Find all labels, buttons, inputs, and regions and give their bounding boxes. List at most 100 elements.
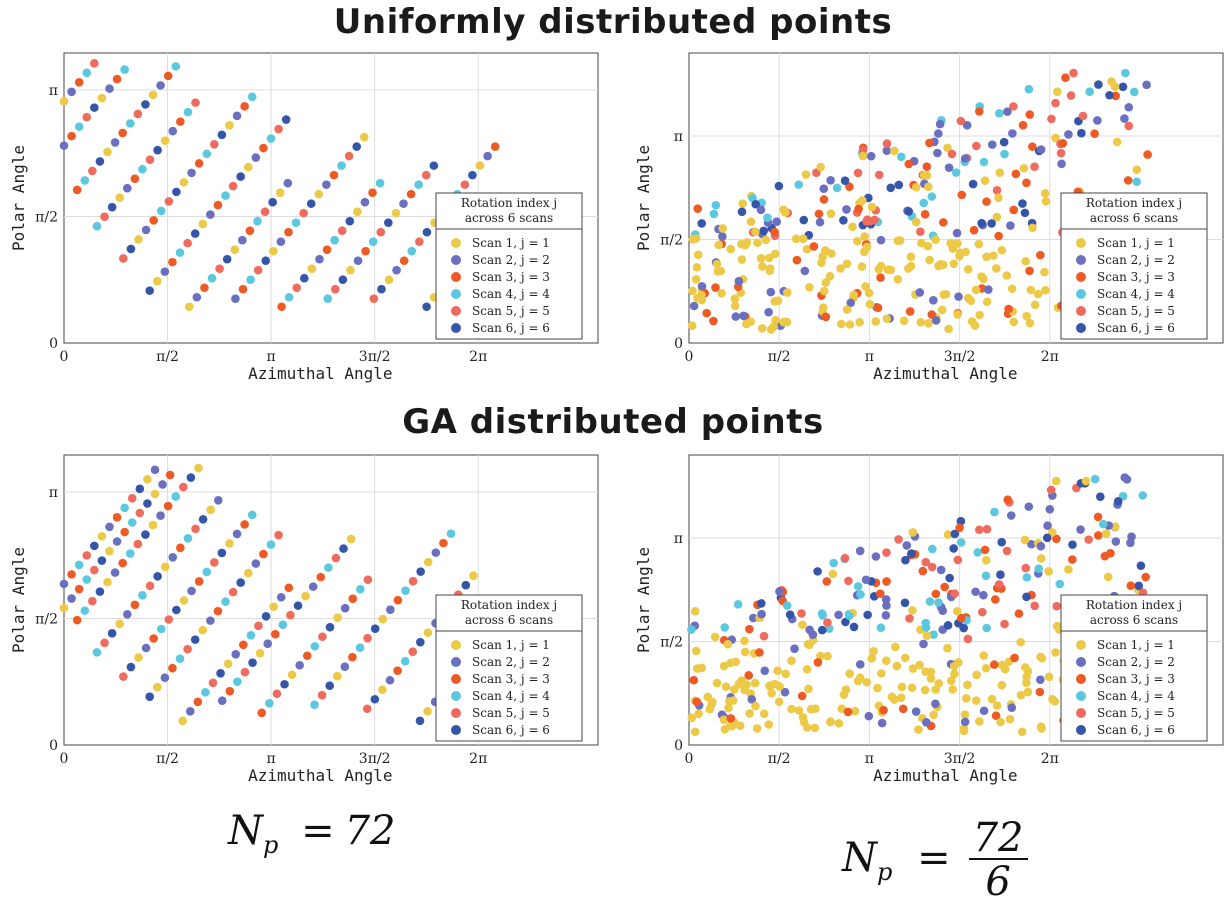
- scatter-point: [925, 138, 934, 148]
- scatter-point: [882, 139, 892, 148]
- scatter-point: [168, 257, 177, 267]
- scatter-point: [1000, 664, 1010, 674]
- scatter-point: [368, 188, 377, 197]
- legend-entry: Scan 3, j = 3: [472, 672, 550, 686]
- scatter-point: [1030, 300, 1040, 310]
- scatter-point: [1123, 176, 1133, 185]
- scatter-point: [751, 227, 760, 237]
- scatter-point: [1026, 285, 1035, 295]
- scatter-point: [1124, 102, 1134, 112]
- scatter-point: [280, 679, 289, 689]
- scatter-point: [862, 677, 872, 687]
- scatter-point: [138, 591, 147, 600]
- scatter-point: [937, 305, 947, 315]
- scatter-point: [125, 549, 135, 558]
- scatter-point: [856, 590, 865, 599]
- scatter-point: [348, 652, 357, 662]
- x-tick-label: 3π/2: [359, 349, 391, 365]
- x-tick-label: 0: [60, 751, 69, 767]
- scatter-point: [710, 632, 720, 642]
- legend-entry: Scan 6, j = 6: [1097, 723, 1175, 737]
- scatter-point: [691, 275, 701, 284]
- scatter-point: [1041, 285, 1050, 295]
- scatter-point: [906, 252, 916, 261]
- scatter-point: [178, 716, 187, 726]
- scatter-point: [799, 215, 809, 225]
- scatter-point: [927, 562, 937, 572]
- scatter-point: [172, 605, 181, 615]
- scatter-point: [156, 511, 165, 520]
- scatter-point: [994, 231, 1003, 241]
- legend-entry: Scan 4, j = 4: [472, 287, 550, 301]
- legend-entry: Scan 1, j = 1: [1097, 236, 1175, 250]
- scatter-point: [80, 606, 90, 615]
- legend-marker: [1076, 725, 1086, 735]
- scatter-point: [980, 176, 990, 185]
- scatter-point: [186, 473, 196, 482]
- scatter-point: [1090, 129, 1099, 138]
- scatter-point: [306, 199, 316, 208]
- scatter-point: [1025, 266, 1034, 276]
- scatter-point: [406, 189, 416, 199]
- scatter-point: [1055, 579, 1065, 589]
- scatter-point: [416, 637, 425, 647]
- scatter-point: [122, 183, 132, 193]
- scatter-point: [230, 245, 240, 255]
- scatter-point: [284, 227, 293, 237]
- scatter-point: [1030, 162, 1039, 172]
- scatter-point: [1142, 80, 1151, 90]
- legend-entry: Scan 4, j = 4: [1097, 287, 1175, 301]
- scatter-point: [260, 207, 270, 216]
- scatter-point: [915, 660, 924, 670]
- scatter-point: [890, 146, 899, 156]
- scatter-point: [766, 287, 776, 297]
- scatter-point: [152, 682, 162, 692]
- scatter-point: [1002, 271, 1012, 280]
- scatter-point: [805, 640, 814, 650]
- scatter-point: [185, 707, 195, 716]
- scatter-point: [145, 581, 155, 591]
- scatter-point: [246, 275, 255, 284]
- scatter-point: [782, 601, 792, 610]
- scatter-point: [90, 541, 99, 551]
- scatter-point: [1051, 98, 1060, 108]
- scatter-point: [163, 501, 173, 511]
- y-tick-label: 0: [49, 738, 58, 754]
- legend-entry: Scan 4, j = 4: [472, 689, 550, 703]
- scatter-point: [468, 170, 477, 180]
- scatter-point: [307, 264, 317, 274]
- scatter-point: [325, 681, 334, 691]
- scatter-point: [987, 694, 997, 704]
- scatter-point: [820, 246, 830, 256]
- legend-entry: Scan 3, j = 3: [1097, 270, 1175, 284]
- scatter-point: [977, 272, 986, 281]
- scatter-point: [171, 492, 181, 501]
- scatter-point: [855, 660, 865, 669]
- x-tick-label: π: [267, 751, 276, 767]
- scatter-point: [1124, 121, 1134, 131]
- scatter-point: [946, 676, 956, 685]
- scatter-point: [325, 622, 335, 632]
- scatter-point: [737, 207, 747, 217]
- scatter-point: [873, 303, 883, 313]
- scatter-point: [1122, 475, 1132, 484]
- scatter-point: [797, 691, 807, 701]
- scatter-point: [1046, 485, 1056, 495]
- scatter-point: [323, 294, 333, 303]
- scatter-point: [152, 276, 162, 286]
- legend-entry: Scan 2, j = 2: [472, 655, 550, 669]
- scatter-point: [1047, 528, 1057, 537]
- scatter-point: [922, 631, 932, 640]
- scatter-point: [310, 700, 319, 710]
- scatter-point: [1022, 178, 1031, 188]
- scatter-point: [713, 267, 723, 276]
- scatter-point: [345, 216, 355, 226]
- scatter-point: [329, 170, 339, 180]
- scatter-point: [1084, 535, 1093, 544]
- scatter-point: [990, 507, 999, 517]
- x-tick-label: 2π: [1041, 751, 1059, 767]
- scatter-point: [925, 255, 934, 265]
- formula-np-72-over-6: Np = 72 6: [842, 818, 1028, 904]
- scatter-point: [955, 523, 964, 533]
- scatter-point: [1138, 491, 1148, 500]
